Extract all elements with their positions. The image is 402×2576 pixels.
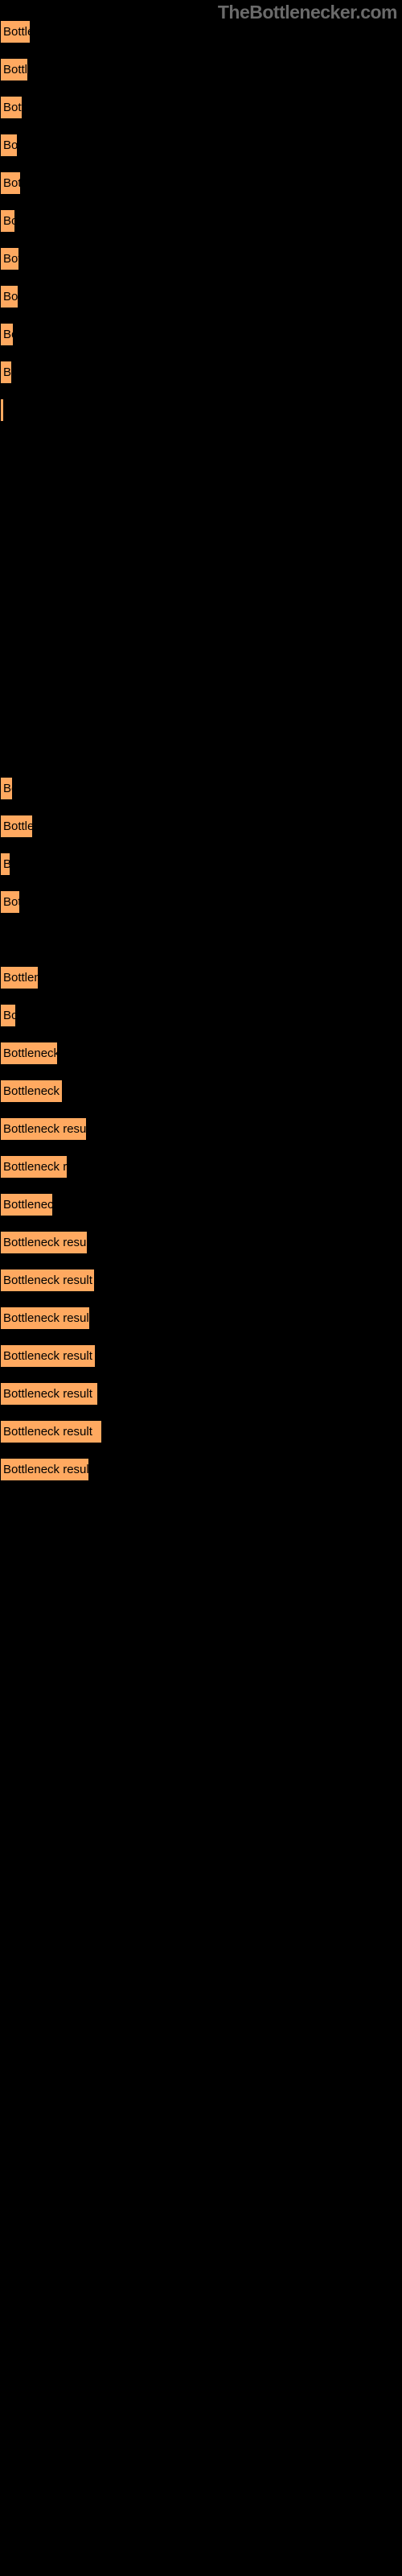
bar: Bottleneck result: [0, 777, 13, 800]
bar-label: Bottleneck result: [1, 895, 20, 909]
bar-row: Bottleneck result: [0, 777, 402, 799]
bar-row: Bottleneck result: [0, 1420, 402, 1442]
bar-row: Bottleneck result: [0, 1193, 402, 1215]
bar-label: Bottleneck result: [1, 328, 14, 341]
bar-label: Bottleneck result: [1, 176, 21, 190]
bar-label: Bottleneck result: [1, 1009, 16, 1022]
bar-row: Bottleneck result: [0, 966, 402, 988]
bar-row: Bottleneck result: [0, 1004, 402, 1026]
bar-row: [0, 663, 402, 685]
bar-row: [0, 928, 402, 950]
bar-row: [0, 588, 402, 609]
bar: Bottleneck result: [0, 247, 19, 270]
bar-row: Bottleneck result: [0, 247, 402, 269]
bar-label: Bottleneck result: [1, 252, 19, 266]
bar-row: Bottleneck result: [0, 134, 402, 155]
bar: Bottleneck result: [0, 1269, 95, 1292]
bar-label: Bottleneck result: [1, 1463, 89, 1476]
bar: Bottleneck result: [0, 1382, 98, 1406]
bar-label: Bottleneck result: [1, 1084, 63, 1098]
bar: Bottleneck result: [0, 1458, 89, 1481]
bar-label: Bottleneck result: [1, 1160, 68, 1174]
bar: Bottleneck result: [0, 1080, 63, 1103]
bar-row: [0, 550, 402, 572]
bar-row: [0, 474, 402, 496]
bar-row: Bottleneck result: [0, 58, 402, 80]
bar: Bottleneck result: [0, 1042, 58, 1065]
bar-row: Bottleneck result: [0, 1458, 402, 1480]
bar-label: Bottleneck result: [1, 1387, 92, 1401]
bar-row: [0, 436, 402, 458]
bar-row: [0, 739, 402, 761]
bar-row: Bottleneck result: [0, 815, 402, 836]
bar: Bottleneck result: [0, 1231, 88, 1254]
bar: Bottleneck result: [0, 20, 31, 43]
bar-label: Bottleneck result: [1, 403, 4, 417]
bar-row: Bottleneck result: [0, 1344, 402, 1366]
bar: Bottleneck result: [0, 209, 15, 233]
bar-row: Bottleneck result: [0, 323, 402, 345]
bar-row: Bottleneck result: [0, 1307, 402, 1328]
bar-label: Bottleneck result: [1, 1122, 87, 1136]
bar-label: Bottleneck result: [1, 25, 31, 39]
bar: Bottleneck result: [0, 1117, 87, 1141]
bar-label: Bottleneck result: [1, 290, 18, 303]
bar-row: Bottleneck result: [0, 171, 402, 193]
bar-row: Bottleneck result: [0, 1042, 402, 1063]
bar: Bottleneck result: [0, 398, 4, 422]
bar-label: Bottleneck result: [1, 365, 12, 379]
bar-label: Bottleneck result: [1, 1349, 92, 1363]
bar-label: Bottleneck result: [1, 1046, 58, 1060]
bar-label: Bottleneck result: [1, 1274, 92, 1287]
bar: Bottleneck result: [0, 1420, 102, 1443]
bar-row: [0, 625, 402, 647]
bar-label: Bottleneck result: [1, 138, 18, 152]
bar-row: Bottleneck result: [0, 1155, 402, 1177]
bar-label: Bottleneck result: [1, 971, 39, 985]
bar: Bottleneck result: [0, 1344, 96, 1368]
bar: Bottleneck result: [0, 966, 39, 989]
bar: Bottleneck result: [0, 323, 14, 346]
bar-label: Bottleneck result: [1, 1198, 53, 1212]
bar-row: Bottleneck result: [0, 1080, 402, 1101]
bar-label: Bottleneck result: [1, 1311, 90, 1325]
bar-label: Bottleneck result: [1, 819, 33, 833]
bar: Bottleneck result: [0, 361, 12, 384]
bar-row: Bottleneck result: [0, 1269, 402, 1290]
bar-label: Bottleneck result: [1, 782, 13, 795]
bar: Bottleneck result: [0, 171, 21, 195]
bar: Bottleneck result: [0, 134, 18, 157]
bar-row: [0, 701, 402, 723]
bar: Bottleneck result: [0, 1193, 53, 1216]
bar-row: Bottleneck result: [0, 890, 402, 912]
bar-row: Bottleneck result: [0, 20, 402, 42]
bar: Bottleneck result: [0, 890, 20, 914]
bar-label: Bottleneck result: [1, 63, 28, 76]
bar-row: Bottleneck result: [0, 96, 402, 118]
bar: Bottleneck result: [0, 96, 23, 119]
bar-row: Bottleneck result: [0, 852, 402, 874]
bar-row: Bottleneck result: [0, 209, 402, 231]
bar: Bottleneck result: [0, 285, 18, 308]
bar-label: Bottleneck result: [1, 1236, 88, 1249]
bar-row: Bottleneck result: [0, 285, 402, 307]
bar-label: Bottleneck result: [1, 214, 15, 228]
bar-chart: Bottleneck result Bottleneck result Bottle…: [0, 0, 402, 1480]
bar-row: Bottleneck result: [0, 1231, 402, 1253]
bar-row: Bottleneck result: [0, 398, 402, 420]
bar-label: Bottleneck result: [1, 857, 10, 871]
bar-row: Bottleneck result: [0, 1117, 402, 1139]
bar: Bottleneck result: [0, 1004, 16, 1027]
bar-row: [0, 512, 402, 534]
bar-label: Bottleneck result: [1, 101, 23, 114]
bar: Bottleneck result: [0, 1155, 68, 1179]
bar-row: Bottleneck result: [0, 1382, 402, 1404]
bar-label: Bottleneck result: [1, 1425, 92, 1439]
bar: Bottleneck result: [0, 852, 10, 876]
bar: Bottleneck result: [0, 815, 33, 838]
bar-row: Bottleneck result: [0, 361, 402, 382]
bar: Bottleneck result: [0, 1307, 90, 1330]
bar: Bottleneck result: [0, 58, 28, 81]
